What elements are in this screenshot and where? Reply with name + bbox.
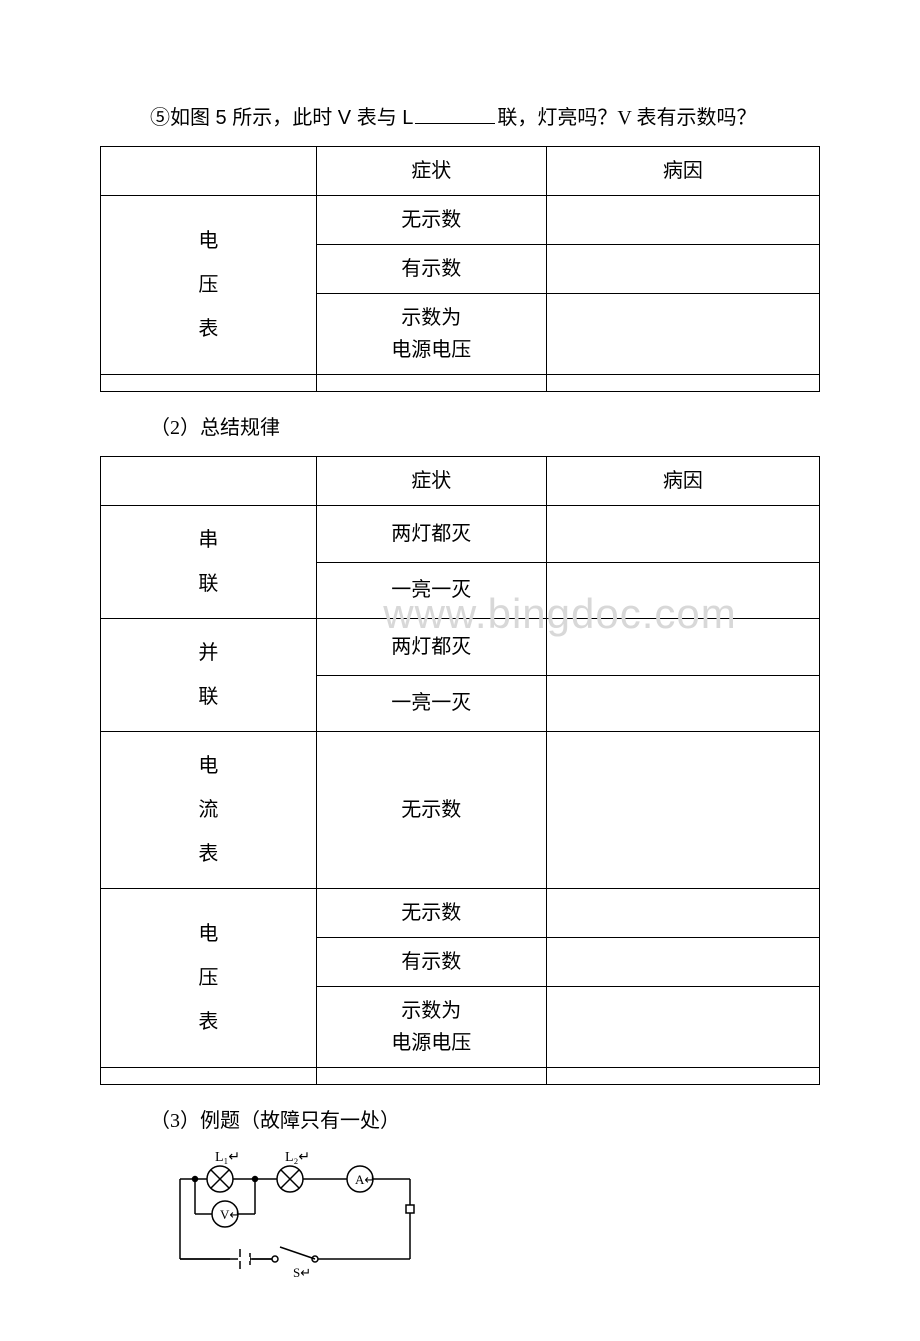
cell-blank <box>546 1068 819 1085</box>
cell-voltmeter: 电压表 <box>101 889 317 1068</box>
table-row <box>101 1068 820 1085</box>
cell-blank <box>546 938 819 987</box>
cell-both-off: 两灯都灭 <box>316 506 546 563</box>
table-row <box>101 375 820 392</box>
cell-blank <box>546 562 819 619</box>
cell-blank <box>101 375 317 392</box>
q5-suffix: 联，灯亮吗？V 表有示数吗？ <box>497 107 756 129</box>
blank-fill <box>415 100 495 124</box>
table-row: 电流表 无示数 <box>101 732 820 889</box>
question-5-text: ⑤如图 5 所示，此时 V 表与 L 联，灯亮吗？V 表有示数吗？ <box>100 100 820 136</box>
header-blank <box>101 457 317 506</box>
label-L2: L₂↵ <box>285 1150 310 1165</box>
header-cause: 病因 <box>546 457 819 506</box>
q5-prefix: ⑤如图 5 所示，此时 V 表与 L <box>150 107 413 129</box>
section-3-title: （3）例题（故障只有一处） <box>100 1103 820 1139</box>
cell-no-reading: 无示数 <box>316 196 546 245</box>
cell-blank <box>546 619 819 676</box>
cell-blank <box>546 196 819 245</box>
cell-no-reading: 无示数 <box>316 732 546 889</box>
cell-blank <box>546 506 819 563</box>
cell-blank <box>546 732 819 889</box>
table-row: 电压表 无示数 <box>101 196 820 245</box>
table-row: 电压表 无示数 <box>101 889 820 938</box>
table-row: 串联 两灯都灭 <box>101 506 820 563</box>
cell-blank <box>316 1068 546 1085</box>
table-row: 症状 病因 <box>101 457 820 506</box>
cell-text: 串联 <box>198 529 218 595</box>
cell-text: 示数为电源电压 <box>391 307 471 361</box>
cell-ammeter: 电流表 <box>101 732 317 889</box>
cell-series: 串联 <box>101 506 317 619</box>
cell-no-reading: 无示数 <box>316 889 546 938</box>
cell-text: 示数为电源电压 <box>391 1000 471 1054</box>
cell-both-off: 两灯都灭 <box>316 619 546 676</box>
header-blank <box>101 147 317 196</box>
cell-one-on-off: 一亮一灭 <box>316 562 546 619</box>
table-summary: 症状 病因 串联 两灯都灭 一亮一灭 并联 两灯都灭 一亮一灭 <box>100 456 820 1085</box>
cell-has-reading: 有示数 <box>316 938 546 987</box>
header-symptom: 症状 <box>316 457 546 506</box>
section-2-title: （2）总结规律 <box>100 410 820 446</box>
circuit-svg: L₁↵ L₂↵ A↵ V↵ S↵ <box>160 1149 440 1289</box>
table-row: 并联 两灯都灭 <box>101 619 820 676</box>
label-A: A↵ <box>355 1172 375 1187</box>
cell-has-reading: 有示数 <box>316 245 546 294</box>
header-symptom: 症状 <box>316 147 546 196</box>
table-voltmeter-only: 症状 病因 电压表 无示数 有示数 示数为电源电压 <box>100 146 820 392</box>
cell-source-voltage: 示数为电源电压 <box>316 987 546 1068</box>
cell-blank <box>546 375 819 392</box>
cell-parallel: 并联 <box>101 619 317 732</box>
cell-text: 电流表 <box>198 755 218 865</box>
cell-blank <box>546 987 819 1068</box>
cell-blank <box>546 889 819 938</box>
cell-one-on-off: 一亮一灭 <box>316 675 546 732</box>
cell-source-voltage: 示数为电源电压 <box>316 294 546 375</box>
label-L1: L₁↵ <box>215 1150 240 1165</box>
cell-blank <box>546 675 819 732</box>
cell-blank <box>546 294 819 375</box>
label-S: S↵ <box>293 1265 311 1280</box>
table-row: 症状 病因 <box>101 147 820 196</box>
cell-text: 电压表 <box>198 923 218 1033</box>
cell-text: 电压表 <box>198 230 218 340</box>
cell-blank <box>316 375 546 392</box>
cell-blank <box>546 245 819 294</box>
cell-voltmeter: 电压表 <box>101 196 317 375</box>
header-cause: 病因 <box>546 147 819 196</box>
cell-blank <box>101 1068 317 1085</box>
label-V: V↵ <box>220 1207 240 1222</box>
circuit-diagram: L₁↵ L₂↵ A↵ V↵ S↵ <box>160 1149 820 1301</box>
cell-text: 并联 <box>198 642 218 708</box>
